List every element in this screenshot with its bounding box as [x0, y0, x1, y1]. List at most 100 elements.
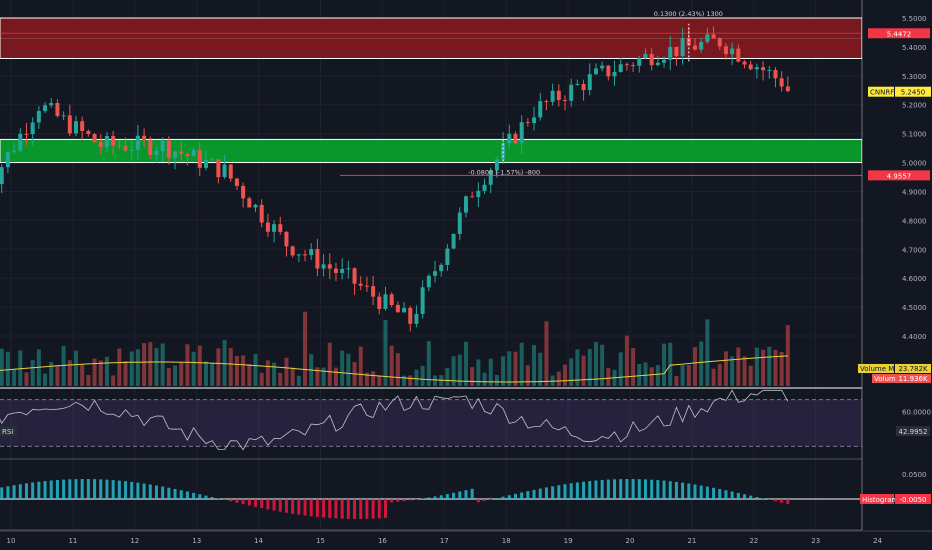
candle-body — [142, 135, 147, 141]
macd-histogram-bar — [557, 485, 561, 499]
macd-histogram-bar — [544, 487, 548, 499]
macd-histogram-tag-bg — [860, 494, 894, 504]
volume-bar — [476, 359, 481, 386]
macd-histogram-bar — [179, 490, 183, 499]
macd-histogram-bar — [68, 479, 72, 499]
volume-bar — [185, 344, 190, 386]
candle-body — [315, 249, 320, 269]
candle-body — [587, 74, 592, 91]
candle-body — [761, 67, 766, 71]
volume-bar — [67, 360, 72, 386]
macd-histogram-bar — [185, 491, 189, 499]
macd-histogram-bar — [396, 499, 400, 502]
macd-histogram-bar — [427, 497, 431, 499]
macd-histogram-bar — [687, 483, 691, 499]
macd-histogram-bar — [136, 482, 140, 499]
volume-bar — [686, 364, 691, 386]
macd-histogram-bar — [371, 499, 375, 519]
candle-body — [383, 294, 388, 309]
volume-bar — [544, 321, 549, 386]
volume-bar — [761, 349, 766, 386]
candle-body — [556, 90, 561, 100]
candle-body — [488, 170, 493, 185]
candle-body — [692, 45, 697, 50]
macd-histogram-bar — [575, 482, 579, 499]
volume-ma-line — [0, 355, 788, 383]
candle-body — [711, 34, 716, 39]
volume-value-bg — [895, 374, 931, 383]
macd-histogram-bar — [563, 484, 567, 499]
candle-body — [723, 46, 728, 55]
candle-body — [55, 102, 60, 116]
volume-bar — [36, 349, 41, 386]
volume-bar — [556, 371, 561, 386]
candle-body — [426, 275, 431, 288]
volume-bar — [383, 319, 388, 386]
candle-body — [203, 160, 208, 168]
volume-bar — [80, 364, 85, 386]
volume-bar — [296, 375, 301, 386]
volume-bar — [674, 375, 679, 386]
macd-histogram-bar — [359, 499, 363, 519]
price-tick: 4.4000 — [902, 333, 927, 341]
macd-histogram-bar — [18, 484, 22, 499]
volume-bar — [420, 365, 425, 386]
candle-body — [327, 264, 332, 269]
volume-bar — [618, 352, 623, 386]
candle-body — [135, 135, 140, 150]
candle-body — [742, 61, 747, 65]
macd-histogram-bar — [235, 499, 239, 503]
macd-histogram-bar — [606, 479, 610, 499]
macd-histogram-bar — [43, 481, 47, 499]
macd-histogram-bar — [266, 499, 270, 510]
volume-bar — [606, 367, 611, 386]
candle-body — [92, 134, 97, 143]
volume-bar — [773, 349, 778, 386]
volume-bar — [593, 342, 598, 386]
volume-bar — [754, 347, 759, 386]
macd-histogram-bar — [142, 483, 146, 499]
macd-histogram-bar — [229, 499, 233, 502]
macd-histogram-bar — [526, 491, 530, 499]
rsi-band — [0, 399, 862, 447]
x-tick: 12 — [130, 537, 139, 545]
candle-body — [662, 59, 667, 63]
macd-histogram-bar — [260, 499, 264, 509]
volume-bar — [742, 356, 747, 386]
volume-bar — [587, 349, 592, 386]
candle-body — [216, 159, 221, 178]
candle-body — [420, 287, 425, 314]
macd-histogram-bar — [161, 486, 165, 499]
candle-body — [24, 133, 29, 135]
candle-body — [148, 140, 153, 155]
volume-bar — [581, 355, 586, 386]
macd-histogram-bar — [551, 486, 555, 499]
price-line-tag: 4.9557 — [887, 172, 912, 180]
volume-bar — [160, 343, 165, 386]
macd-histogram-bar — [625, 479, 629, 499]
candle-body — [433, 271, 438, 276]
macd-histogram-bar — [507, 495, 511, 499]
volume-bar — [5, 351, 10, 386]
candle-body — [18, 133, 23, 151]
macd-histogram-bar — [705, 486, 709, 499]
macd-histogram-bar — [712, 487, 716, 499]
candle-body — [767, 70, 772, 72]
candle-body — [470, 196, 475, 198]
candle-body — [321, 264, 326, 269]
x-tick: 21 — [687, 537, 696, 545]
candle-body — [482, 184, 487, 191]
macd-histogram-bar — [495, 498, 499, 499]
candle-body — [575, 83, 580, 85]
rsi-line — [0, 389, 789, 451]
volume-bar — [748, 365, 753, 386]
volume-bar — [247, 363, 252, 386]
macd-histogram-bar — [619, 479, 623, 499]
candle-body — [371, 286, 376, 297]
macd-histogram-bar — [513, 493, 517, 499]
macd-histogram-bar — [780, 499, 784, 503]
macd-histogram-bar — [37, 481, 41, 499]
rsi-value: 42.9952 — [899, 428, 928, 436]
candle-body — [631, 65, 636, 67]
